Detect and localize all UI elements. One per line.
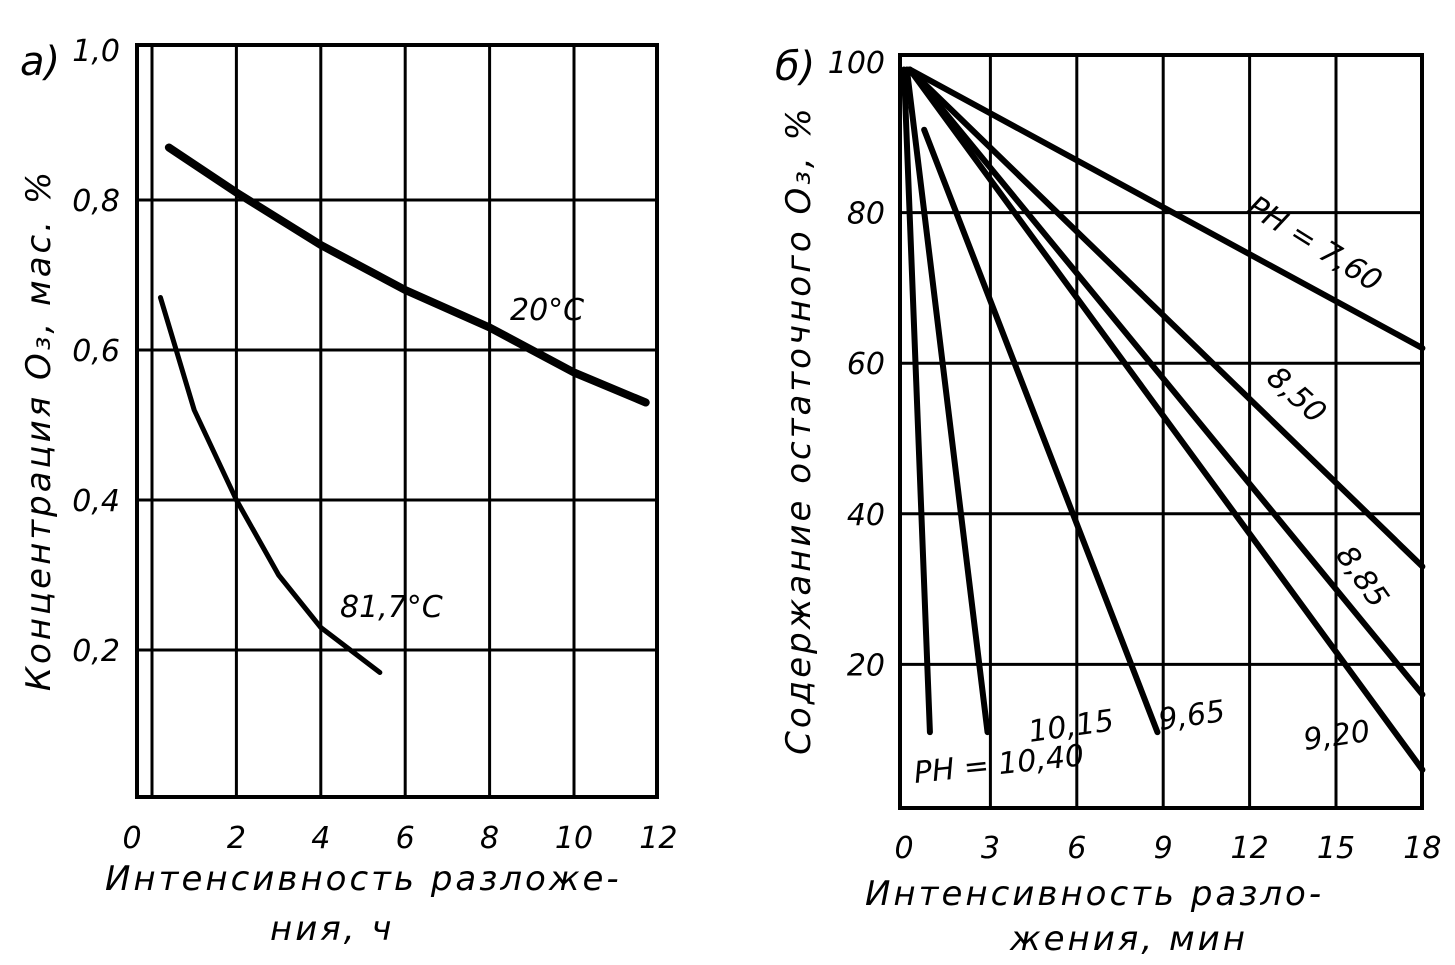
plot-frame — [898, 53, 1424, 810]
series-line-4 — [906, 66, 1426, 773]
y-axis-label: Содержание остаточного O₃, % — [779, 105, 819, 755]
x-tick-label: 12 — [639, 821, 677, 856]
x-tick-label: 2 — [227, 821, 246, 856]
y-tick-label: 0,6 — [72, 334, 120, 369]
series-line-1 — [906, 66, 1426, 352]
x-tick-label: 0 — [894, 831, 913, 866]
series-line-7 — [901, 66, 933, 736]
x-tick-label: 12 — [1231, 831, 1269, 866]
plot-frame — [135, 43, 659, 799]
y-tick-label: 40 — [847, 498, 885, 533]
series-label: 8,85 — [1328, 540, 1395, 615]
panel-2: 0 3 6 9 12 15 18 20 40 60 80 100 б) Интенсивность раз… — [775, 44, 1441, 959]
y-axis-label: Концентрация O₃, мас. % — [19, 169, 59, 691]
x-axis-label: ния, ч — [270, 909, 394, 949]
x-tick-label: 0 — [122, 821, 141, 856]
series-line-6 — [903, 66, 991, 736]
series-label: PH = 7,60 — [1241, 189, 1388, 299]
x-axis-label: жения, мин — [1009, 919, 1248, 959]
series-label: PH = 10,40 — [912, 738, 1085, 791]
series-line-3 — [906, 66, 1426, 698]
x-tick-label: 10 — [555, 821, 593, 856]
series-line-5 — [921, 126, 1161, 736]
x-axis-label: Интенсивность разло- — [865, 874, 1324, 914]
series-label: 20°C — [510, 293, 584, 328]
x-tick-label: 4 — [311, 821, 330, 856]
y-tick-label: 0,2 — [72, 634, 120, 669]
x-tick-label: 3 — [981, 831, 1000, 866]
y-tick-label: 60 — [847, 347, 885, 382]
series-line-1 — [164, 143, 650, 407]
x-tick-label: 6 — [1067, 831, 1086, 866]
x-axis-label: Интенсивность разложе- — [105, 859, 622, 899]
y-tick-label: 0,4 — [72, 484, 120, 519]
x-tick-label: 6 — [396, 821, 415, 856]
y-tick-label: 1,0 — [72, 34, 120, 69]
x-tick-label: 18 — [1403, 831, 1441, 866]
panel-label: б) — [775, 44, 815, 90]
x-tick-label: 15 — [1317, 831, 1355, 866]
x-tick-label: 8 — [480, 821, 499, 856]
series-label: 81,7°C — [340, 590, 443, 625]
y-tick-label: 100 — [828, 46, 885, 81]
y-tick-label: 20 — [847, 648, 885, 683]
y-tick-label: 80 — [847, 197, 885, 232]
panel-1: 0 2 4 6 8 10 12 0,2 0,4 0,6 0,8 1,0 а) Интенсивность … — [19, 34, 677, 949]
series-label: 9,20 — [1301, 714, 1372, 758]
series-line-2 — [906, 66, 1426, 570]
panel-label: а) — [20, 39, 60, 85]
y-tick-label: 0,8 — [72, 184, 120, 219]
series-line-2 — [157, 295, 383, 675]
x-tick-label: 9 — [1154, 831, 1173, 866]
series-label: 9,65 — [1156, 694, 1227, 738]
